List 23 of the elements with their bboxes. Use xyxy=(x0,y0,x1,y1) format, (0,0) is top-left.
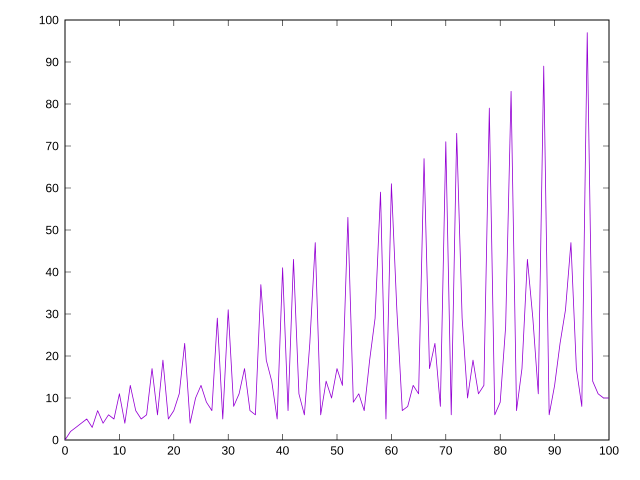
y-tick-label: 90 xyxy=(46,58,58,66)
x-tick-label: 30 xyxy=(222,446,234,455)
x-tick-label: 20 xyxy=(168,446,180,455)
y-tick-label: 50 xyxy=(46,226,58,234)
x-tick-label: 40 xyxy=(276,446,289,455)
y-tick-label: 70 xyxy=(46,142,58,150)
x-tick-label: 0 xyxy=(62,446,68,455)
x-tick-label: 100 xyxy=(600,446,619,455)
line-series xyxy=(65,32,610,440)
y-tick-label: 10 xyxy=(46,394,58,402)
x-tick-label: 90 xyxy=(548,446,561,455)
y-tick-label: 0 xyxy=(52,436,58,444)
x-tick-label: 70 xyxy=(440,446,452,455)
y-tick-label: 100 xyxy=(40,16,58,24)
x-tick-label: 10 xyxy=(114,446,126,455)
y-tick-label: 30 xyxy=(46,310,58,318)
x-tick-label: 80 xyxy=(494,446,506,455)
x-tick-label: 50 xyxy=(330,446,344,455)
y-tick-label: 60 xyxy=(46,184,58,192)
y-tick-label: 40 xyxy=(46,268,58,276)
x-tick-label: 60 xyxy=(385,446,398,455)
y-tick-label: 20 xyxy=(46,352,58,360)
y-tick-label: 80 xyxy=(46,100,58,108)
